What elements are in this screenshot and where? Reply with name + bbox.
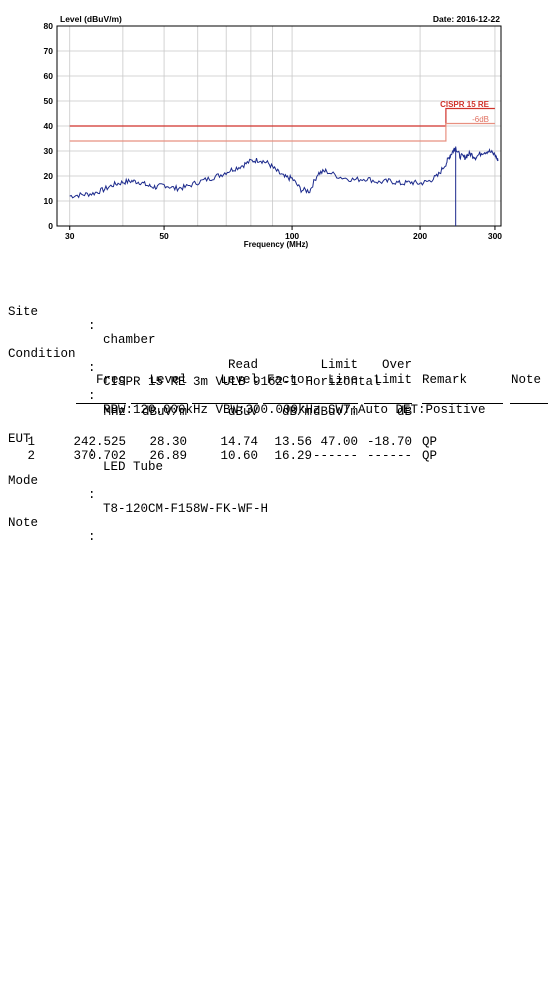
info-site: Site : chamber bbox=[8, 305, 156, 347]
eut-key: EUT bbox=[8, 431, 31, 446]
condition-settings: RBW:120.000kHz VBW:300.000kHz SWT:Auto D… bbox=[103, 403, 486, 418]
y-tick-label: 30 bbox=[44, 146, 54, 156]
row2-over: ------ bbox=[366, 449, 412, 463]
mode-value: T8-120CM-F158W-FK-WF-H bbox=[103, 501, 269, 516]
x-tick-label: 300 bbox=[488, 231, 502, 241]
row1-freq: 242.525 bbox=[73, 435, 126, 449]
site-key: Site bbox=[8, 305, 39, 319]
y-tick-label: 70 bbox=[44, 46, 54, 56]
unit-factor: dB/m bbox=[281, 405, 312, 419]
y-axis-label: Level (dBuV/m) bbox=[60, 14, 122, 24]
info-eut: EUT : LED Tube bbox=[8, 431, 164, 474]
header-line: Line bbox=[327, 373, 358, 387]
underline-factor bbox=[263, 403, 312, 404]
emission-trace bbox=[69, 146, 499, 199]
x-axis: 30 50 100 200 300 bbox=[65, 226, 502, 241]
x-tick-label: 100 bbox=[285, 231, 299, 241]
underline-freq bbox=[76, 403, 126, 404]
y-tick-label: 60 bbox=[44, 71, 54, 81]
row1-read: 14.74 bbox=[220, 435, 258, 449]
site-value: chamber bbox=[103, 333, 156, 347]
limit-line bbox=[69, 122, 495, 142]
row2-limit: ------ bbox=[312, 449, 358, 463]
header-level: Level bbox=[149, 373, 187, 387]
x-tick-label: 30 bbox=[65, 231, 75, 241]
y-tick-label: 50 bbox=[44, 96, 54, 106]
underline-limit bbox=[305, 403, 358, 404]
y-tick-label: 40 bbox=[44, 121, 54, 131]
mode-key: Mode bbox=[8, 473, 39, 488]
row1-factor: 13.56 bbox=[274, 435, 312, 449]
info-condition: Condition : CISPR 15 RE 3m VULB 9162-1 H… bbox=[8, 347, 381, 390]
eut-value: LED Tube bbox=[103, 459, 164, 474]
header-note: Note bbox=[511, 373, 542, 387]
row2-freq: 370.702 bbox=[73, 449, 126, 463]
row1-over: -18.70 bbox=[366, 435, 412, 449]
header-read-level: Level bbox=[220, 373, 258, 387]
row1-level: 28.30 bbox=[149, 435, 187, 449]
y-tick-label: 80 bbox=[44, 21, 54, 31]
header-over-limit: Limit bbox=[374, 373, 412, 387]
underline-note bbox=[510, 403, 548, 404]
underline-level bbox=[131, 403, 187, 404]
x-tick-label: 50 bbox=[159, 231, 169, 241]
date-label: Date: 2016-12-22 bbox=[433, 14, 500, 24]
underline-over bbox=[364, 403, 412, 404]
underline-read bbox=[192, 403, 258, 404]
row1-no: 1 bbox=[27, 435, 35, 449]
header-freq: Freq bbox=[95, 373, 126, 387]
results-table: Read Limit Over Freq Level Level Factor … bbox=[0, 358, 555, 468]
row2-factor: 16.29 bbox=[274, 449, 312, 463]
row2-read: 10.60 bbox=[220, 449, 258, 463]
underline-remark bbox=[422, 403, 503, 404]
x-tick-label: 200 bbox=[413, 231, 427, 241]
unit-over: dB bbox=[396, 405, 412, 419]
info-condition-2: : RBW:120.000kHz VBW:300.000kHz SWT:Auto… bbox=[88, 389, 486, 418]
plot-frame bbox=[56, 25, 502, 227]
y-tick-label: 10 bbox=[44, 196, 54, 206]
row2-no: 2 bbox=[27, 449, 35, 463]
limit-lines bbox=[69, 107, 495, 142]
header-remark: Remark bbox=[422, 373, 468, 387]
header-limit: Limit bbox=[320, 358, 358, 372]
header-read: Read bbox=[227, 358, 258, 372]
header-factor: Factor bbox=[266, 373, 312, 387]
condition-key: Condition bbox=[8, 347, 76, 362]
row2-remark: QP bbox=[422, 449, 438, 463]
row2-level: 26.89 bbox=[149, 449, 187, 463]
condition-value: CISPR 15 RE 3m VULB 9162-1 Horizontal bbox=[103, 375, 381, 390]
header-over: Over bbox=[381, 358, 412, 372]
row1-limit: 47.00 bbox=[320, 435, 358, 449]
limit-label-cispr: CISPR 15 RE bbox=[440, 100, 490, 109]
limit-line bbox=[69, 107, 495, 127]
unit-level: dBuV/m bbox=[141, 405, 187, 419]
limit-label-6db: -6dB bbox=[472, 115, 489, 124]
x-axis-label: Frequency (MHz) bbox=[244, 240, 309, 249]
y-tick-label: 0 bbox=[48, 221, 53, 231]
row1-remark: QP bbox=[422, 435, 438, 449]
emission-chart: 0 10 20 30 40 50 60 70 80 30 50 100 200 300 Level (d… bbox=[44, 14, 503, 249]
y-axis: 0 10 20 30 40 50 60 70 80 bbox=[44, 21, 54, 231]
unit-limit: dBuV/m bbox=[312, 405, 358, 419]
unit-freq: MHz bbox=[103, 405, 126, 419]
unit-read: dBuV bbox=[227, 405, 258, 419]
y-tick-label: 20 bbox=[44, 171, 54, 181]
